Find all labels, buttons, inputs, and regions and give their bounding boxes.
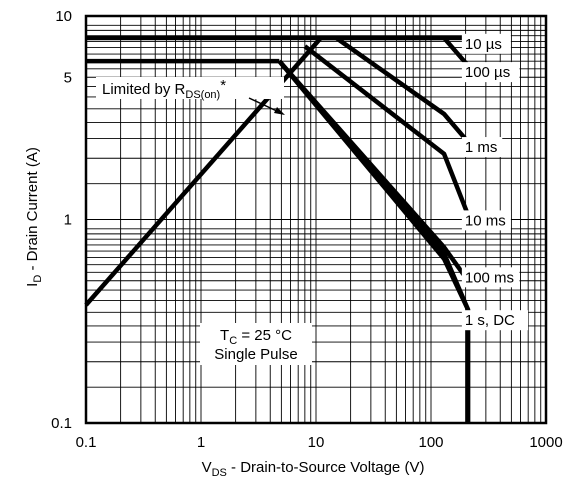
curve-label: 1 ms xyxy=(461,137,503,158)
y-tick-label: 10 xyxy=(55,8,72,25)
soa-curve xyxy=(335,36,470,144)
x-tick-label: 0.1 xyxy=(76,434,97,451)
test-conditions: TC = 25 °C Single Pulse xyxy=(200,323,312,365)
curve-label-text: 100 µs xyxy=(465,64,510,81)
y-tick-label: 0.1 xyxy=(51,415,72,432)
y-tick-label: 1 xyxy=(64,212,72,229)
soa-curve xyxy=(277,59,471,423)
rds-limit-arrowhead xyxy=(274,107,285,115)
rds-limit-annotation: Limited by RDS(on)* xyxy=(96,77,285,115)
curve-label: 100 µs xyxy=(461,62,520,83)
curve-label-text: 100 ms xyxy=(465,269,514,286)
curve-label-text: 10 ms xyxy=(465,212,506,229)
curve-label: 100 ms xyxy=(461,267,520,288)
tc-label: TC = 25 °C xyxy=(220,327,292,347)
curve-label-text: 10 µs xyxy=(465,36,502,53)
x-tick-label: 1000 xyxy=(529,434,562,451)
soa-curve xyxy=(320,35,470,68)
y-axis-title: ID - Drain Current (A) xyxy=(24,147,44,287)
curve-label: 10 µs xyxy=(461,33,511,54)
x-tick-labels: 0.1 1 10 100 1000 xyxy=(76,434,563,451)
x-axis-title: VDS - Drain-to-Source Voltage (V) xyxy=(202,459,425,478)
curve-label-text: 1 ms xyxy=(465,139,498,156)
rds-limit-label: Limited by RDS(on)* xyxy=(102,77,226,101)
x-tick-label: 10 xyxy=(308,434,325,451)
pulse-label: Single Pulse xyxy=(214,346,297,363)
y-tick-label: 5 xyxy=(64,69,72,86)
y-tick-labels: 0.1 1 5 10 xyxy=(51,8,72,432)
x-tick-label: 100 xyxy=(418,434,443,451)
curve-label: 1 s, DC xyxy=(461,310,529,331)
curve-labels: 10 µs 100 µs 1 ms 10 ms 100 ms 1 s, DC xyxy=(461,33,529,331)
plot-frame xyxy=(84,14,548,425)
curve-label-text: 1 s, DC xyxy=(465,312,515,329)
soa-curve xyxy=(303,44,471,217)
curve-label: 10 ms xyxy=(461,210,511,231)
x-tick-label: 1 xyxy=(197,434,205,451)
